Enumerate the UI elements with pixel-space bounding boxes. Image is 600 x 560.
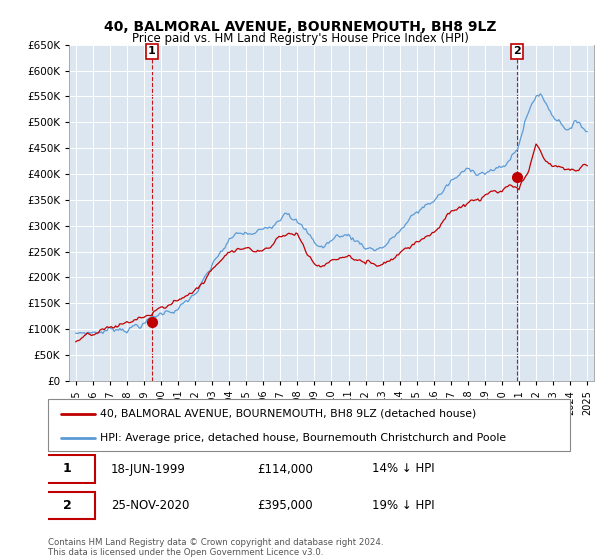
Text: Price paid vs. HM Land Registry's House Price Index (HPI): Price paid vs. HM Land Registry's House … xyxy=(131,32,469,45)
Text: 18-JUN-1999: 18-JUN-1999 xyxy=(110,463,185,475)
Text: 40, BALMORAL AVENUE, BOURNEMOUTH, BH8 9LZ (detached house): 40, BALMORAL AVENUE, BOURNEMOUTH, BH8 9L… xyxy=(100,409,476,419)
Text: 25-NOV-2020: 25-NOV-2020 xyxy=(110,499,189,512)
Text: 2: 2 xyxy=(63,499,71,512)
Text: 40, BALMORAL AVENUE, BOURNEMOUTH, BH8 9LZ: 40, BALMORAL AVENUE, BOURNEMOUTH, BH8 9L… xyxy=(104,20,496,34)
Text: Contains HM Land Registry data © Crown copyright and database right 2024.
This d: Contains HM Land Registry data © Crown c… xyxy=(48,538,383,557)
Text: £395,000: £395,000 xyxy=(257,499,313,512)
Text: £114,000: £114,000 xyxy=(257,463,313,475)
Text: 1: 1 xyxy=(148,46,156,57)
Text: 19% ↓ HPI: 19% ↓ HPI xyxy=(371,499,434,512)
FancyBboxPatch shape xyxy=(40,492,95,519)
Text: 14% ↓ HPI: 14% ↓ HPI xyxy=(371,463,434,475)
Text: 2: 2 xyxy=(514,46,521,57)
FancyBboxPatch shape xyxy=(40,455,95,483)
Text: HPI: Average price, detached house, Bournemouth Christchurch and Poole: HPI: Average price, detached house, Bour… xyxy=(100,433,506,443)
FancyBboxPatch shape xyxy=(48,399,570,451)
Text: 1: 1 xyxy=(63,463,71,475)
